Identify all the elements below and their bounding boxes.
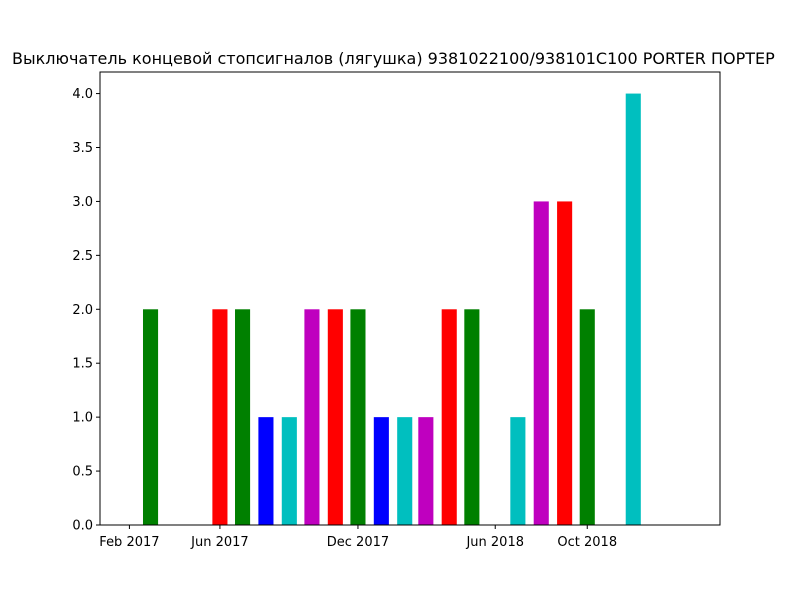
x-tick-label: Oct 2018 <box>557 535 617 550</box>
bar-2018-01-01 <box>373 417 389 525</box>
y-tick-label: 3.0 <box>72 195 93 210</box>
y-tick-label: 0.5 <box>72 465 93 480</box>
chart-title: Выключатель концевой стопсигналов (лягуш… <box>12 49 775 68</box>
y-tick-label: 3.5 <box>72 141 93 156</box>
plot-frame <box>99 71 721 526</box>
bar-2018-10-01 <box>579 309 595 525</box>
x-tick-label: Dec 2017 <box>327 535 389 550</box>
x-axis: Feb 2017 Jun 2017 Dec 2017 Jun 2018 Oct 2018 <box>99 525 617 550</box>
bar-2018-07-01 <box>510 417 526 525</box>
bar-2017-12-01 <box>350 309 366 525</box>
y-tick-label: 2.0 <box>72 303 93 318</box>
y-tick-label: 1.0 <box>72 411 93 426</box>
y-tick-label: 4.0 <box>72 87 93 102</box>
bar-2018-08-01 <box>533 201 549 525</box>
x-tick-label: Jun 2017 <box>190 535 249 550</box>
x-tick-label: Jun 2018 <box>465 535 524 550</box>
bar-2017-03-01 <box>142 309 159 525</box>
bar-2017-07-01 <box>235 309 251 525</box>
bar-2018-09-01 <box>557 201 573 525</box>
x-tick-label: Feb 2017 <box>99 535 159 550</box>
bar-2018-12-01 <box>625 93 641 525</box>
bar-2017-10-01 <box>304 309 320 525</box>
y-tick-label: 0.0 <box>72 519 93 534</box>
bar-2018-02-01 <box>397 417 413 525</box>
bar-2017-08-01 <box>258 417 274 525</box>
bar-2017-11-01 <box>327 309 343 525</box>
y-axis: 0.0 0.5 1.0 1.5 2.0 2.5 3.0 3.5 4.0 <box>72 87 100 534</box>
bars-group <box>142 93 641 525</box>
bar-2017-06-01 <box>212 309 228 525</box>
bar-2018-03-01 <box>418 417 434 525</box>
y-tick-label: 2.5 <box>72 249 93 264</box>
bar-2018-04-01 <box>441 309 457 525</box>
y-tick-label: 1.5 <box>72 357 93 372</box>
bar-2018-05-01 <box>464 309 480 525</box>
bar-2017-09-01 <box>281 417 297 525</box>
